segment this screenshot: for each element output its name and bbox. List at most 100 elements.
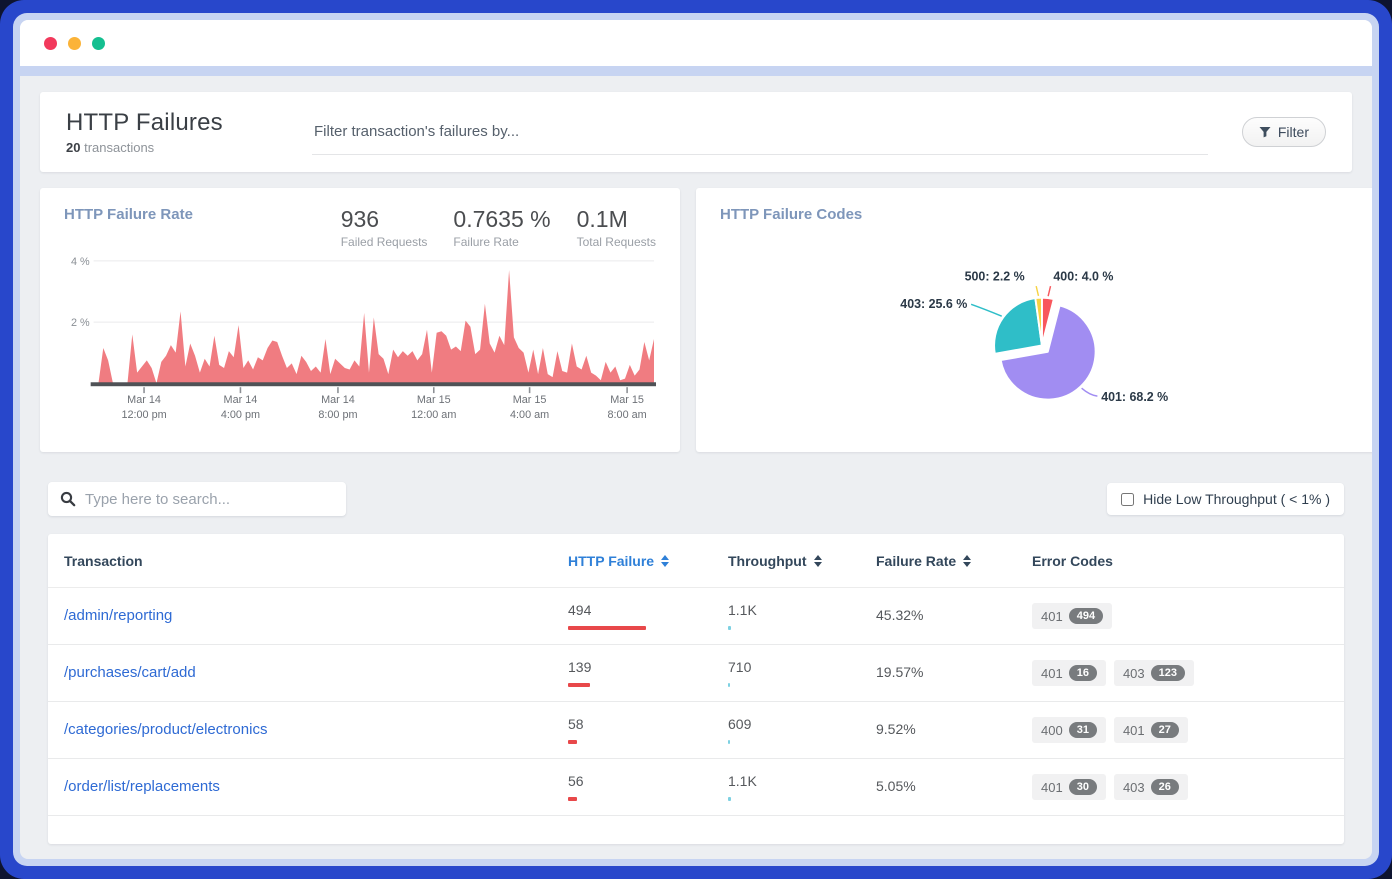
svg-text:12:00 am: 12:00 am xyxy=(411,409,456,421)
pie-label-500: 500: 2.2 % xyxy=(965,269,1025,283)
stat-total-requests: 0.1M Total Requests xyxy=(577,206,656,249)
window-inner-frame: HTTP Failures 20 transactions Filter xyxy=(13,13,1379,866)
http-failure-value: 139 xyxy=(568,659,728,675)
http-failure-value: 494 xyxy=(568,602,728,618)
transaction-link[interactable]: /order/list/replacements xyxy=(64,778,220,795)
titlebar-divider xyxy=(20,66,1372,76)
title-block: HTTP Failures 20 transactions xyxy=(66,109,278,155)
pie-label-400: 400: 4.0 % xyxy=(1053,269,1113,283)
zoom-window-button[interactable] xyxy=(92,37,105,50)
throughput-value: 1.1K xyxy=(728,773,876,789)
failure-rate-area-chart: 2 %4 %Mar 1412:00 pmMar 144:00 pmMar 148… xyxy=(64,255,660,423)
search-box xyxy=(48,482,346,516)
error-code: 401 xyxy=(1123,723,1145,738)
pie-label-403: 403: 25.6 % xyxy=(900,297,967,311)
failure-rate-value: 45.32% xyxy=(876,607,923,623)
error-code: 403 xyxy=(1123,666,1145,681)
transaction-count: 20 transactions xyxy=(66,140,278,155)
stat-value: 936 xyxy=(341,206,428,233)
hide-low-throughput-label: Hide Low Throughput ( < 1% ) xyxy=(1143,491,1330,507)
failure-rate-head: HTTP Failure Rate 936 Failed Requests 0.… xyxy=(64,206,660,249)
filter-button-label: Filter xyxy=(1278,124,1309,140)
hide-low-throughput-toggle[interactable]: Hide Low Throughput ( < 1% ) xyxy=(1107,483,1344,515)
search-input[interactable] xyxy=(85,491,336,508)
area-chart-svg: 2 %4 %Mar 1412:00 pmMar 144:00 pmMar 148… xyxy=(64,255,656,423)
error-code-count: 494 xyxy=(1069,608,1103,624)
svg-text:8:00 pm: 8:00 pm xyxy=(318,409,357,421)
filter-button[interactable]: Filter xyxy=(1242,117,1326,147)
filter-input-wrap xyxy=(312,115,1208,155)
minimize-window-button[interactable] xyxy=(68,37,81,50)
error-code-count: 27 xyxy=(1151,722,1179,738)
column-header-throughput[interactable]: Throughput xyxy=(728,553,876,569)
failure-stats: 936 Failed Requests 0.7635 % Failure Rat… xyxy=(341,206,660,249)
window-titlebar xyxy=(20,20,1372,66)
stat-failure-rate: 0.7635 % Failure Rate xyxy=(453,206,550,249)
svg-text:4:00 am: 4:00 am xyxy=(510,409,549,421)
stat-value: 0.1M xyxy=(577,206,656,233)
error-code: 400 xyxy=(1041,723,1063,738)
page-content: HTTP Failures 20 transactions Filter xyxy=(20,76,1372,859)
error-code: 403 xyxy=(1123,780,1145,795)
throughput-bar xyxy=(728,683,730,687)
error-code-badge: 401 494 xyxy=(1032,603,1112,629)
error-code: 401 xyxy=(1041,666,1063,681)
controls-row: Hide Low Throughput ( < 1% ) xyxy=(48,482,1344,516)
failure-rate-value: 9.52% xyxy=(876,721,916,737)
http-failure-bar xyxy=(568,626,646,630)
svg-text:Mar 14: Mar 14 xyxy=(127,394,161,406)
failure-rate-value: 5.05% xyxy=(876,778,916,794)
http-failure-value: 58 xyxy=(568,716,728,732)
error-code-badge: 40116 xyxy=(1032,660,1106,686)
failure-codes-title: HTTP Failure Codes xyxy=(720,206,1360,223)
svg-text:4 %: 4 % xyxy=(71,256,90,268)
funnel-icon xyxy=(1259,126,1271,138)
sort-icon xyxy=(814,555,822,567)
close-window-button[interactable] xyxy=(44,37,57,50)
column-label: HTTP Failure xyxy=(568,553,654,569)
filter-input[interactable] xyxy=(312,115,1208,155)
transaction-link[interactable]: /purchases/cart/add xyxy=(64,664,196,681)
http-failure-bar xyxy=(568,683,590,687)
stat-label: Total Requests xyxy=(577,235,656,249)
http-failure-bar xyxy=(568,740,577,744)
svg-text:Mar 14: Mar 14 xyxy=(321,394,355,406)
svg-text:Mar 15: Mar 15 xyxy=(417,394,451,406)
error-code: 401 xyxy=(1041,780,1063,795)
charts-row: HTTP Failure Rate 936 Failed Requests 0.… xyxy=(40,188,1352,452)
throughput-value: 1.1K xyxy=(728,602,876,618)
column-header-error-codes: Error Codes xyxy=(1032,553,1344,569)
error-code-count: 31 xyxy=(1069,722,1097,738)
error-code-badge: 400 31 xyxy=(1032,717,1106,743)
failure-rate-value: 19.57% xyxy=(876,664,923,680)
error-code-count: 123 xyxy=(1151,665,1185,681)
column-header-http-failure[interactable]: HTTP Failure xyxy=(568,553,728,569)
window-frame: HTTP Failures 20 transactions Filter xyxy=(0,0,1392,879)
error-code-badge: 40326 xyxy=(1114,774,1188,800)
sort-icon xyxy=(661,555,669,567)
failure-codes-pie-chart: 400: 4.0 % 401: 68.2 % 403: 25.6 % 500: 2.2… xyxy=(720,223,1360,443)
svg-text:2 %: 2 % xyxy=(71,317,90,329)
app-window: HTTP Failures 20 transactions Filter xyxy=(20,20,1372,859)
svg-text:Mar 14: Mar 14 xyxy=(224,394,258,406)
transaction-count-label: transactions xyxy=(84,140,154,155)
transaction-link[interactable]: /categories/product/electronics xyxy=(64,721,267,738)
stat-label: Failure Rate xyxy=(453,235,550,249)
http-failure-bar xyxy=(568,797,577,801)
hide-low-throughput-checkbox[interactable] xyxy=(1121,493,1134,506)
svg-text:12:00 pm: 12:00 pm xyxy=(121,409,166,421)
column-header-transaction: Transaction xyxy=(64,553,568,569)
table-body: /admin/reporting4941.1K45.32%401494/purc… xyxy=(48,588,1344,816)
pie-label-401: 401: 68.2 % xyxy=(1101,390,1168,404)
failure-codes-panel: HTTP Failure Codes 400: 4.0 % 401: 68.2 %… xyxy=(696,188,1372,452)
stat-value: 0.7635 % xyxy=(453,206,550,233)
error-code: 401 xyxy=(1041,609,1063,624)
column-header-failure-rate[interactable]: Failure Rate xyxy=(876,553,1032,569)
transaction-count-value: 20 xyxy=(66,140,80,155)
http-failure-value: 56 xyxy=(568,773,728,789)
throughput-bar xyxy=(728,740,730,744)
table-row: /order/list/replacements 561.1K5.05% 401 30… xyxy=(48,759,1344,816)
stat-label: Failed Requests xyxy=(341,235,428,249)
error-code-count: 30 xyxy=(1069,779,1097,795)
transaction-link[interactable]: /admin/reporting xyxy=(64,607,172,624)
